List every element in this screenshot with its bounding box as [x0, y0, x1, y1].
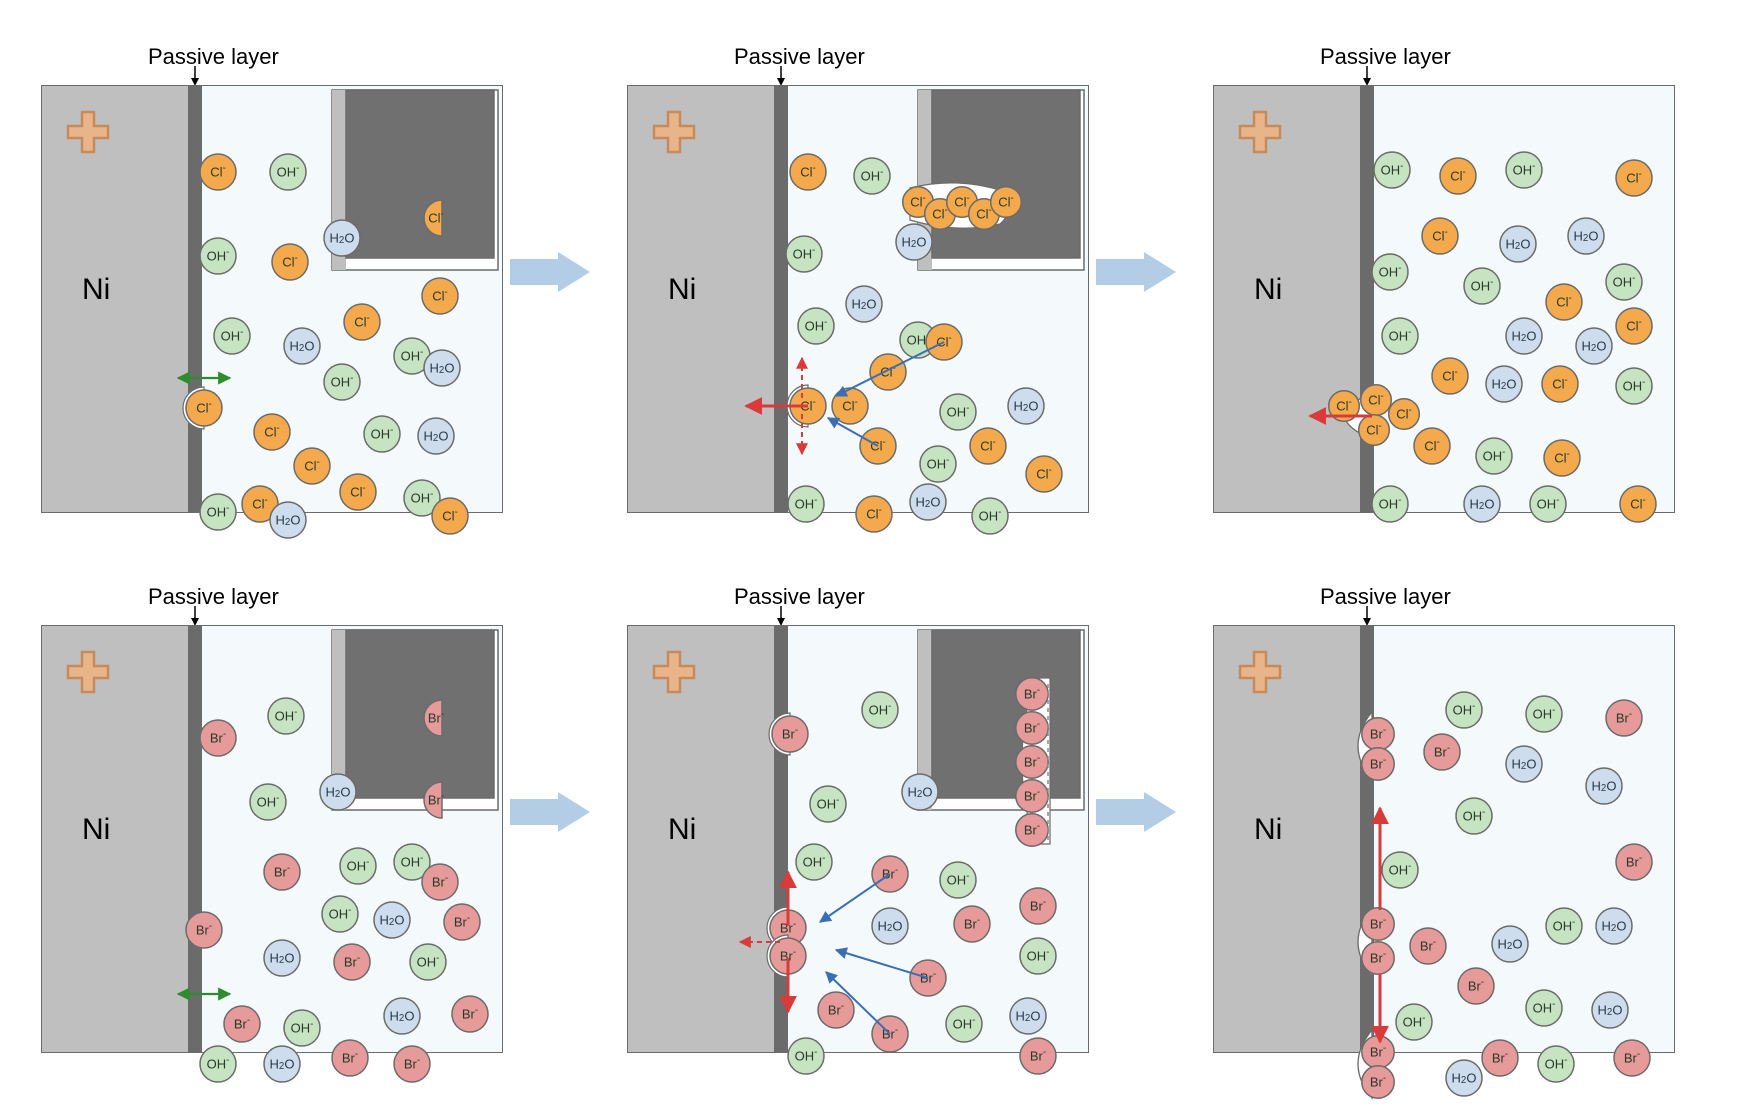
- svg-text:OH-: OH-: [795, 495, 818, 512]
- svg-text:OH-: OH-: [1379, 495, 1402, 512]
- counter-electrode: [346, 90, 494, 258]
- svg-text:OH-: OH-: [947, 403, 970, 420]
- svg-text:OH-: OH-: [803, 853, 826, 870]
- passive-layer-label: Passive layer: [148, 584, 279, 609]
- svg-text:OH-: OH-: [411, 489, 434, 506]
- svg-text:OH-: OH-: [207, 247, 230, 264]
- svg-text:OH-: OH-: [1613, 273, 1636, 290]
- svg-text:OH-: OH-: [221, 327, 244, 344]
- svg-text:OH-: OH-: [329, 905, 352, 922]
- svg-text:OH-: OH-: [257, 793, 280, 810]
- svg-text:OH-: OH-: [1533, 705, 1556, 722]
- svg-text:OH-: OH-: [1471, 277, 1494, 294]
- ni-label: Ni: [82, 273, 110, 306]
- svg-text:OH-: OH-: [947, 871, 970, 888]
- passive-layer-label: Passive layer: [148, 44, 279, 69]
- svg-text:OH-: OH-: [417, 953, 440, 970]
- svg-text:OH-: OH-: [1545, 1055, 1568, 1072]
- ni-label: Ni: [1254, 813, 1282, 846]
- passive-layer-label: Passive layer: [734, 584, 865, 609]
- svg-text:OH-: OH-: [861, 167, 884, 184]
- svg-text:OH-: OH-: [927, 455, 950, 472]
- svg-text:OH-: OH-: [277, 163, 300, 180]
- svg-text:OH-: OH-: [1453, 701, 1476, 718]
- svg-text:OH-: OH-: [371, 425, 394, 442]
- svg-text:OH-: OH-: [793, 245, 816, 262]
- svg-text:OH-: OH-: [795, 1047, 818, 1064]
- passive-layer-label: Passive layer: [734, 44, 865, 69]
- svg-text:OH-: OH-: [347, 857, 370, 874]
- svg-text:OH-: OH-: [331, 373, 354, 390]
- svg-text:OH-: OH-: [979, 507, 1002, 524]
- svg-text:OH-: OH-: [1513, 161, 1536, 178]
- svg-text:OH-: OH-: [401, 853, 424, 870]
- svg-text:OH-: OH-: [1533, 999, 1556, 1016]
- svg-text:OH-: OH-: [1537, 495, 1560, 512]
- passive-layer-label: Passive layer: [1320, 44, 1451, 69]
- passive-layer-label: Passive layer: [1320, 584, 1451, 609]
- svg-text:OH-: OH-: [207, 503, 230, 520]
- panel-A3: Passive layerNiCl-Cl-Cl-Cl-OH-Cl-OH-Cl-C…: [1214, 44, 1674, 522]
- counter-electrode: [932, 90, 1080, 258]
- svg-text:OH-: OH-: [1389, 327, 1412, 344]
- panel-B3: Passive layerNiBr-Br-Br-Br-Br-Br-OH-OH-B…: [1214, 584, 1674, 1098]
- svg-text:OH-: OH-: [805, 317, 828, 334]
- svg-text:OH-: OH-: [1463, 807, 1486, 824]
- svg-text:OH-: OH-: [291, 1019, 314, 1036]
- svg-text:OH-: OH-: [1483, 447, 1506, 464]
- panel-A1: Passive layerNiCl-OH-Cl-OH-Cl-H2OCl-OH-H…: [42, 44, 502, 538]
- ni-label: Ni: [668, 273, 696, 306]
- svg-text:OH-: OH-: [1381, 161, 1404, 178]
- svg-text:OH-: OH-: [1027, 947, 1050, 964]
- panel-A2: Passive layerNiCl-Cl-Cl-Cl-Cl-Cl-OH-OH-H…: [628, 44, 1088, 534]
- panel-B1: Passive layerNiBr-OH-Br-OH-H2OBr-Br-OH-O…: [42, 584, 502, 1082]
- svg-text:OH-: OH-: [817, 795, 840, 812]
- svg-text:OH-: OH-: [1553, 917, 1576, 934]
- ni-label: Ni: [668, 813, 696, 846]
- counter-electrode: [346, 630, 494, 798]
- counter-electrode: [932, 630, 1080, 798]
- svg-text:OH-: OH-: [207, 1055, 230, 1072]
- svg-text:OH-: OH-: [1389, 861, 1412, 878]
- svg-text:OH-: OH-: [1379, 263, 1402, 280]
- svg-text:OH-: OH-: [869, 701, 892, 718]
- ni-label: Ni: [1254, 273, 1282, 306]
- panel-B2: Passive layerNiBr-Br-Br-Br-Br-Br-OH-OH-H…: [628, 584, 1088, 1074]
- svg-text:OH-: OH-: [401, 347, 424, 364]
- svg-text:OH-: OH-: [1623, 377, 1646, 394]
- ni-label: Ni: [82, 813, 110, 846]
- svg-text:OH-: OH-: [275, 707, 298, 724]
- svg-text:OH-: OH-: [953, 1015, 976, 1032]
- svg-text:OH-: OH-: [1403, 1013, 1426, 1030]
